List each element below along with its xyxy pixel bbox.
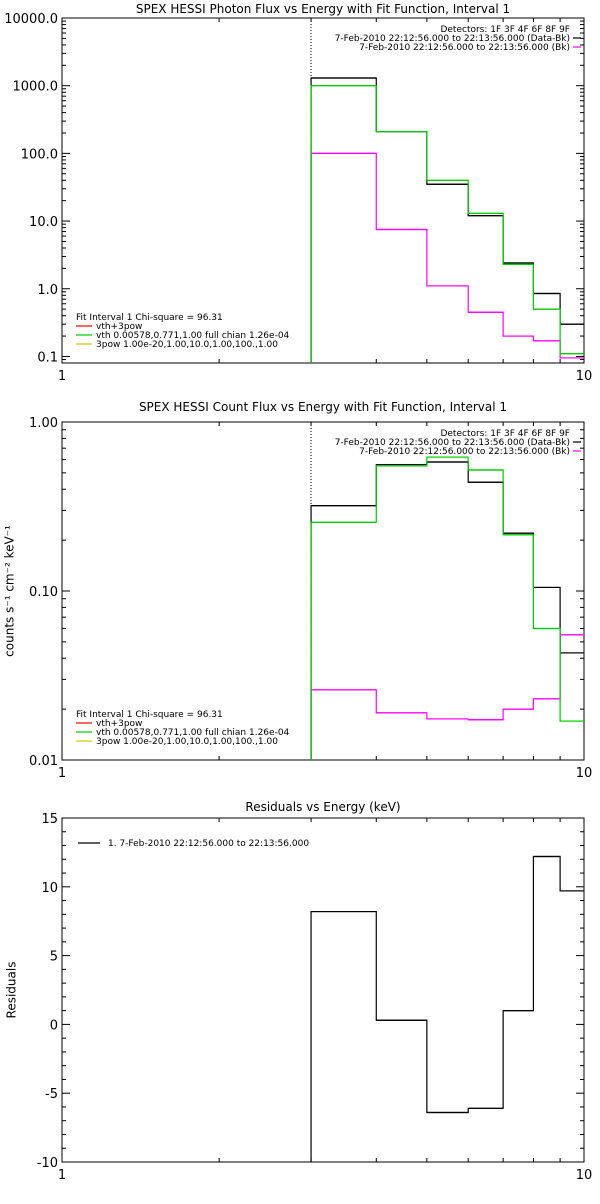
chart-title: SPEX HESSI Count Flux vs Energy with Fit…: [139, 400, 507, 414]
series-line-vth: [310, 456, 584, 760]
chart-panel-3: Residuals vs Energy (keV) Residuals 1 10 -10…: [5, 800, 593, 1183]
y-tick-label: 0.10: [29, 585, 58, 600]
y-tick-label: 1.0: [37, 283, 58, 298]
chart-title: Residuals vs Energy (keV): [245, 800, 400, 814]
y-tick-label: 0.01: [29, 754, 58, 769]
y-axis-label: Residuals: [5, 962, 19, 1019]
y-tick-label: 10: [41, 881, 58, 896]
chart-title: SPEX HESSI Photon Flux vs Energy with Fi…: [136, 2, 510, 16]
plot-frame: [61, 17, 585, 364]
x-tick-label: 1: [58, 369, 66, 384]
series-line-data-bk: [310, 77, 584, 363]
legend-text: 3pow 1.00e-20,1.00,10.0,1.00,100.,1.00: [96, 737, 278, 747]
y-tick-label: 5: [50, 950, 58, 965]
y-tick-label: 0.1: [37, 350, 58, 365]
legend-text: 3pow 1.00e-20,1.00,10.0,1.00,100.,1.00: [96, 340, 278, 350]
y-tick-label: -5: [45, 1087, 58, 1102]
series-line-data-bk: [310, 461, 584, 760]
legend-text: vth 0.00578,0.771,1.00 full chian 1.26e-…: [96, 331, 290, 341]
y-tick-label: 10000.0: [4, 12, 58, 27]
y-tick-label: 1.00: [29, 416, 58, 431]
y-axis-label: counts s⁻¹ cm⁻² keV⁻¹: [3, 525, 17, 657]
series-line-bk: [310, 634, 584, 760]
legend-text: vth+3pow: [96, 719, 142, 729]
y-tick-label: 15: [41, 812, 58, 827]
header-text: Detectors: 1F 3F 4F 6F 8F 9F: [440, 429, 570, 439]
x-tick-label: 10: [576, 1168, 593, 1183]
header-text: Detectors: 1F 3F 4F 6F 8F 9F: [440, 25, 570, 35]
y-tick-label: 0: [50, 1018, 58, 1033]
series-line-residuals: [310, 855, 584, 1162]
x-tick-label: 10: [576, 369, 593, 384]
y-tick-label: -10: [37, 1156, 58, 1171]
legend-text: vth 0.00578,0.771,1.00 full chian 1.26e-…: [96, 728, 290, 738]
series-line-vth: [310, 85, 584, 363]
legend-text: 1. 7-Feb-2010 22:12:56.000 to 22:13:56.0…: [108, 839, 309, 849]
x-tick-label: 10: [576, 766, 593, 781]
plot-frame: [61, 817, 585, 1163]
y-tick-label: 10.0: [29, 215, 58, 230]
legend-title: Fit Interval 1 Chi-square = 96.31: [76, 313, 223, 323]
chart-panel-1: SPEX HESSI Photon Flux vs Energy with Fi…: [4, 2, 592, 384]
x-tick-label: 1: [58, 766, 66, 781]
chart-panel-2: SPEX HESSI Count Flux vs Energy with Fit…: [3, 400, 593, 781]
header-text: 7-Feb-2010 22:12:56.000 to 22:13:56.000 …: [335, 438, 570, 448]
x-tick-label: 1: [58, 1168, 66, 1183]
legend-text: vth+3pow: [96, 322, 142, 332]
legend-title: Fit Interval 1 Chi-square = 96.31: [76, 710, 223, 720]
y-tick-label: 100.0: [21, 147, 58, 162]
header-text: 7-Feb-2010 22:12:56.000 to 22:13:56.000 …: [359, 43, 570, 53]
y-tick-label: 1000.0: [13, 80, 59, 95]
header-text: 7-Feb-2010 22:12:56.000 to 22:13:56.000 …: [335, 34, 570, 44]
header-text: 7-Feb-2010 22:12:56.000 to 22:13:56.000 …: [359, 447, 570, 457]
